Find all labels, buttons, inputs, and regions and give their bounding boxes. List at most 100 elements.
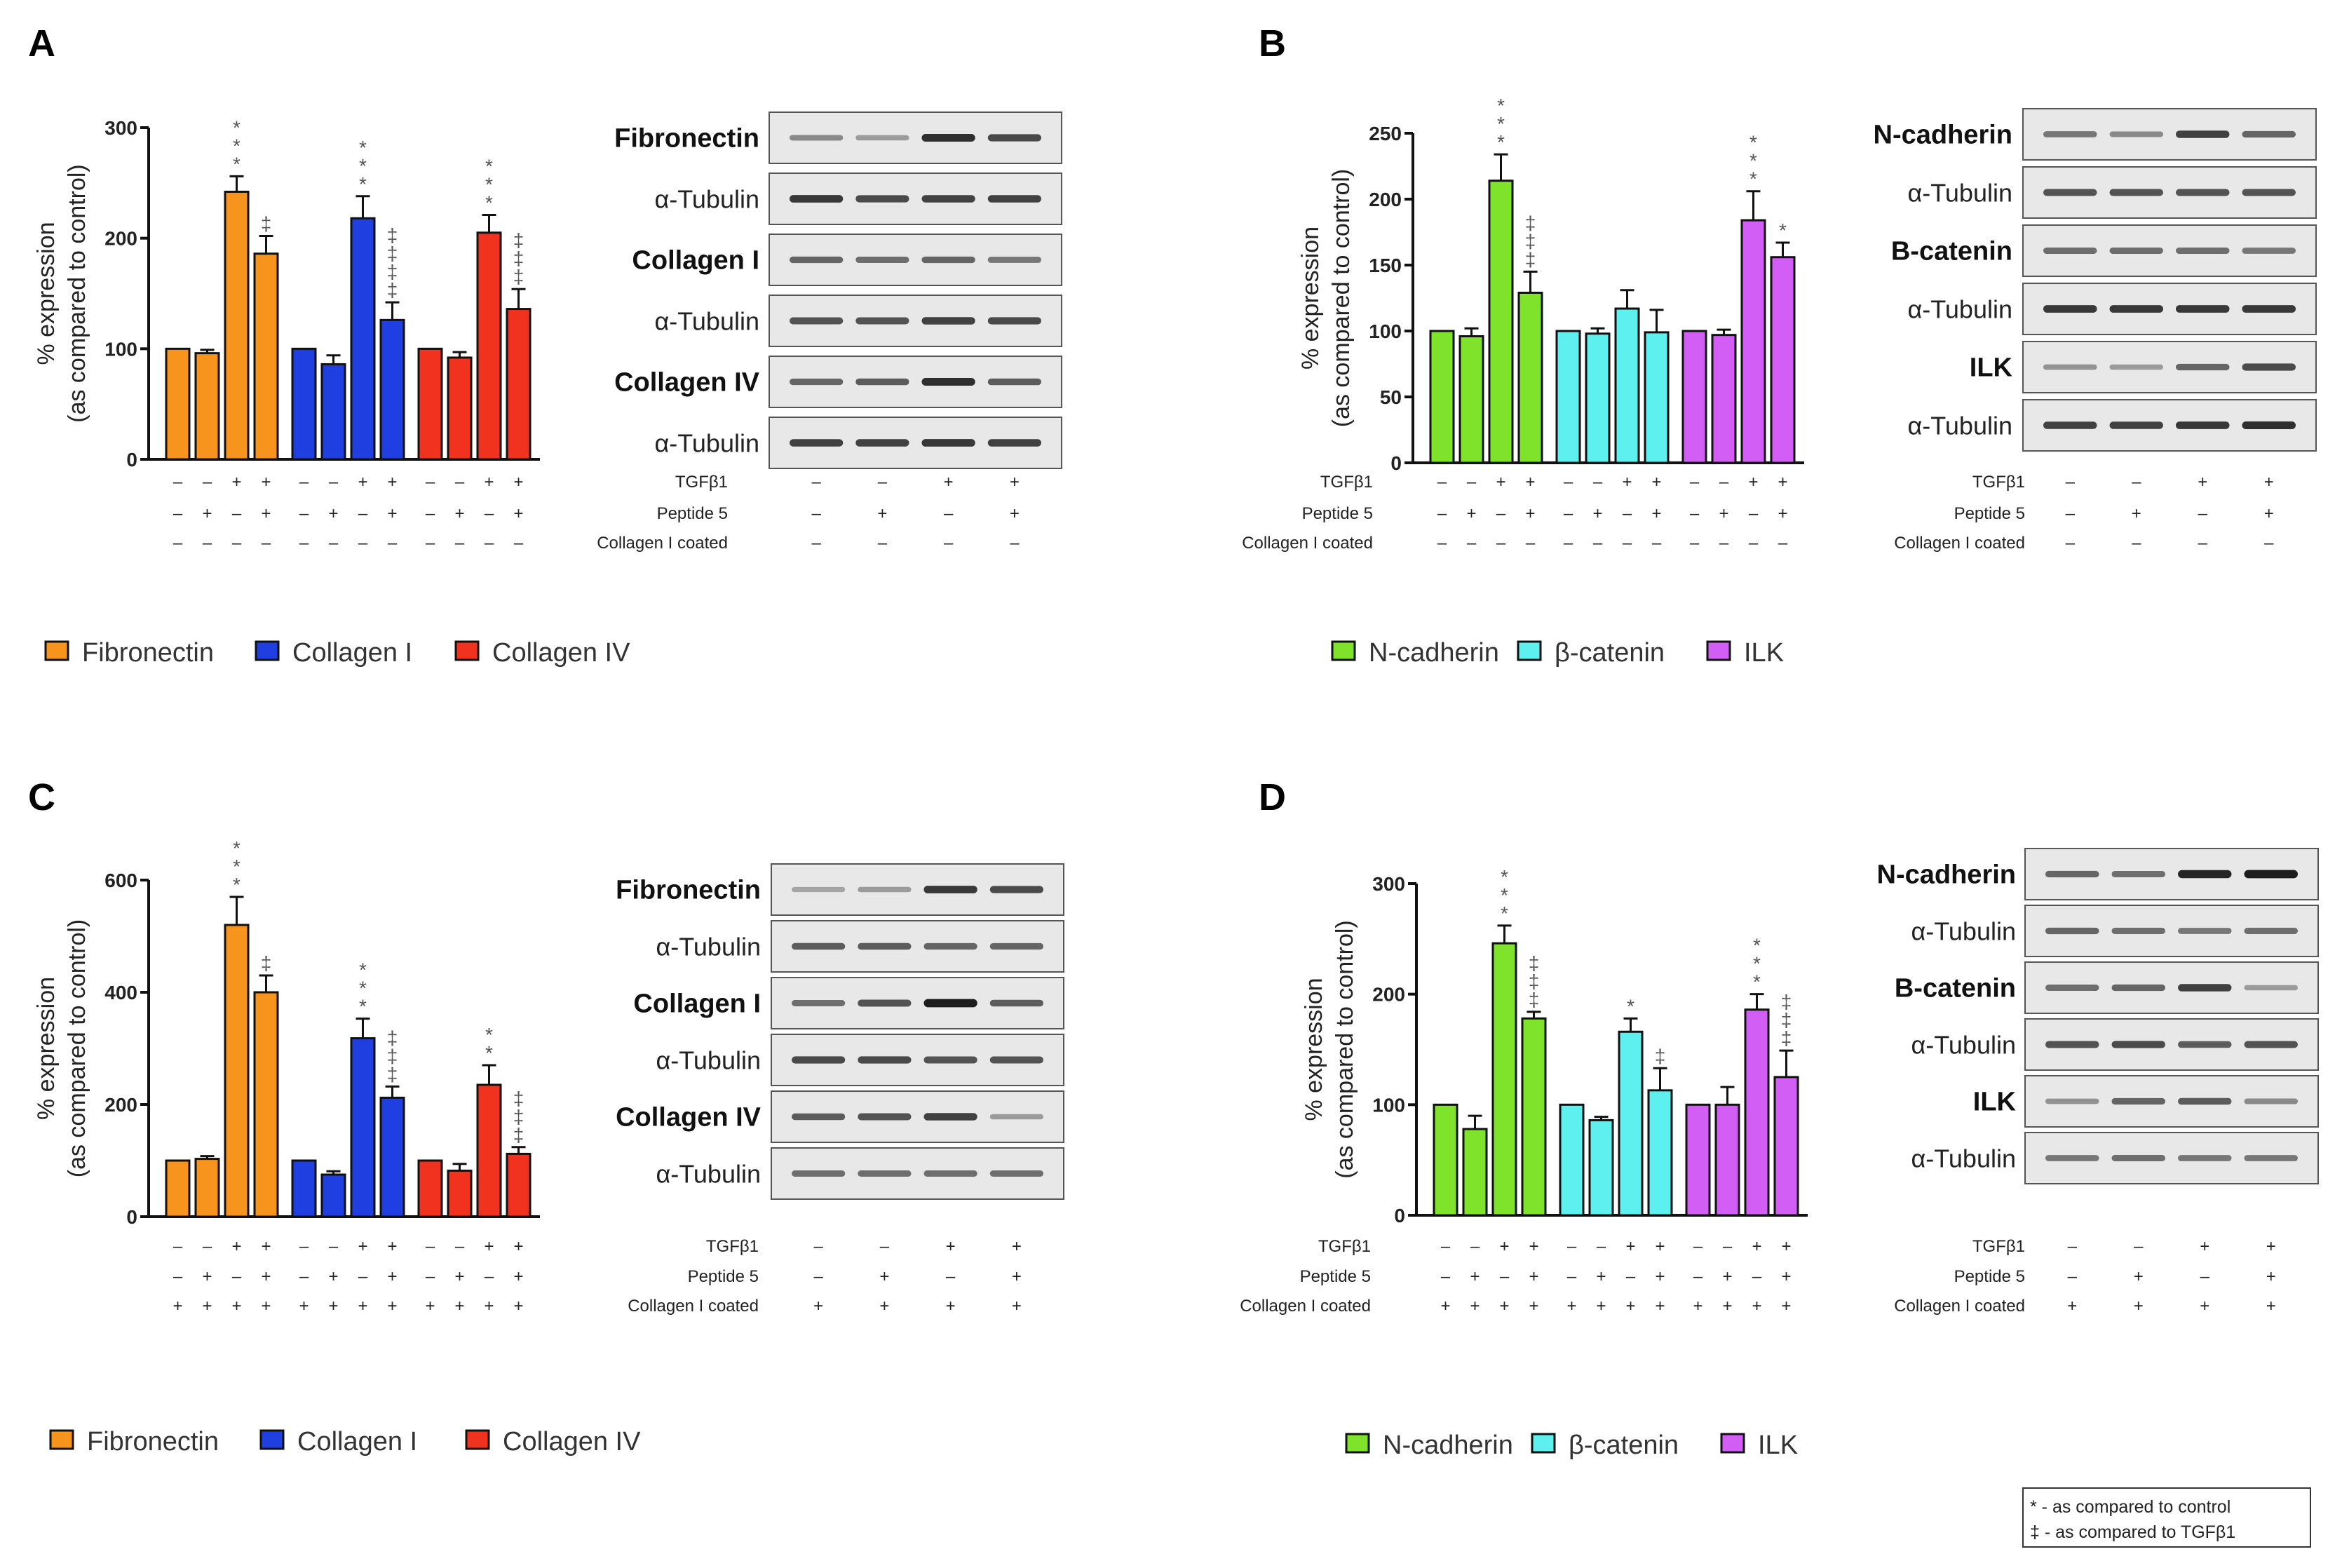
condition-symbol: – [388,534,398,553]
condition-symbol: – [358,534,368,553]
condition-symbol: – [173,504,183,523]
condition-symbol: + [484,1237,494,1256]
significance-mark: * [485,1024,493,1046]
condition-symbol: – [426,534,435,553]
condition-symbol: – [1749,504,1759,523]
blot-band [858,1170,912,1177]
blot-condition-label-tgf: TGFβ1 [675,473,728,492]
significance-mark: ‡ [1525,212,1536,234]
blot-condition-label-coated: Collagen I coated [1894,1297,2025,1316]
y-axis-title: % expression (as compared to control) [33,919,90,1178]
blot-row-label: Collagen I [632,246,759,276]
significance-mark: * [359,137,367,158]
y-axis-title: % expression (as compared to control) [33,164,90,423]
blot-band [989,1114,1043,1120]
blot-band [2045,985,2099,991]
condition-symbol: – [232,1267,242,1286]
condition-symbol: – [455,473,465,492]
significance-marks: *** [1501,866,1508,924]
condition-symbol: + [1529,1267,1538,1286]
blot-band [2109,131,2163,137]
blot-condition-label-tgf: TGFβ1 [1972,473,2025,492]
significance-mark: * [233,135,241,156]
blot-band [792,1170,846,1177]
blot-condition-label-peptide: Peptide 5 [1954,1267,2025,1286]
condition-symbol: – [329,473,339,492]
condition-symbol: – [485,504,494,523]
bar-collagen-iv-3 [506,308,532,461]
blot-band [790,256,844,264]
blot-band [923,1056,977,1064]
blot-band [989,942,1043,950]
condition-symbol: + [1625,1237,1635,1256]
significance-marks: *** [485,156,493,214]
western-blot: Fibronectin α-Tubulin Collagen I α-Tubulin C… [597,111,1062,553]
blot-band [790,135,844,141]
blot-band [2045,1155,2099,1161]
condition-symbol: + [231,1297,241,1316]
significance-marks: *** [1749,132,1757,190]
y-tick-label: 300 [104,117,137,139]
condition-symbol: + [172,1297,182,1316]
condition-symbol: + [261,1237,271,1256]
legend-label: N-cadherin [1383,1431,1513,1460]
significance-mark: * [1749,168,1757,190]
y-axis-label-line1: % expression [1301,978,1327,1121]
blot-condition-symbol: – [2132,473,2141,492]
blot-condition-symbol: + [2132,504,2141,523]
blot-row-label: α-Tubulin [656,933,761,961]
bar-n-cadherin-0 [1429,330,1455,464]
bar--catenin-1 [1585,332,1611,464]
blot-condition-symbol: – [2134,1237,2144,1256]
bar-fibronectin-3 [253,991,279,1218]
condition-symbol: – [426,1237,435,1256]
condition-symbol: + [261,1267,271,1286]
blot-row-label: N-cadherin [1877,860,2016,890]
y-axis-label-line1: % expression [33,222,60,365]
significance-marks: *** [233,837,241,895]
condition-symbol: + [231,1237,241,1256]
blot-band [855,257,909,263]
y-tick-label: 600 [104,870,137,891]
blot-row-label: ILK [1970,353,2013,383]
blot-row-label: α-Tubulin [654,185,759,214]
y-tick-label: 0 [126,449,137,471]
y-tick-label: 0 [126,1206,137,1228]
blot-band [2111,871,2165,877]
blot-row-label: α-Tubulin [656,1160,761,1189]
condition-symbol: + [1596,1297,1606,1316]
bar-fibronectin-2 [224,190,250,461]
condition-symbol: + [202,1297,212,1316]
condition-symbol: + [1651,473,1661,492]
condition-symbol: – [358,1267,368,1286]
blot-band [790,378,844,386]
blot-condition-symbol: – [811,473,821,492]
bar-n-cadherin-1 [1462,1128,1488,1217]
condition-symbol: – [455,534,465,553]
blot-condition-symbol: + [2200,1237,2209,1256]
condition-symbol: + [1693,1297,1703,1316]
blot-band [2242,363,2296,371]
condition-symbol: – [1437,534,1447,553]
condition-symbol: + [1470,1297,1480,1316]
bar-collagen-i-1 [320,1173,346,1218]
western-blot: N-cadherin α-Tubulin B-catenin α-Tubulin ILK… [1874,108,2317,553]
y-tick-label: 300 [1372,873,1405,895]
condition-symbol: – [1470,1237,1480,1256]
blot-row-label: B-catenin [1895,974,2016,1003]
condition-symbol: + [1778,504,1787,523]
condition-symbol: + [1719,504,1728,523]
condition-symbol: + [1499,1297,1509,1316]
legend-swatch [1331,640,1356,661]
condition-label-peptide: Peptide 5 [1302,504,1373,523]
significance-mark: * [485,174,493,196]
y-tick-label: 200 [104,1094,137,1116]
bar--catenin-0 [1559,1103,1585,1217]
blot-band [792,942,846,950]
condition-symbol: – [1690,473,1700,492]
bar-collagen-i-3 [379,1096,405,1218]
significance-mark: * [1753,953,1761,975]
blot-band [2043,248,2097,254]
blot-condition-symbol: – [1010,534,1020,553]
condition-symbol: – [203,534,212,553]
